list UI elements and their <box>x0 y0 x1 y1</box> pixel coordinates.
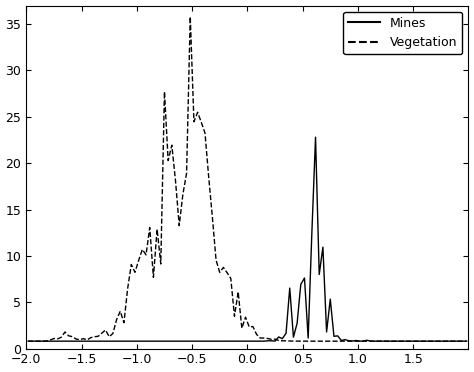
Vegetation <box>331 339 337 343</box>
Vegetation <box>419 339 425 343</box>
Mines <box>313 135 319 140</box>
Mines <box>25 339 31 343</box>
Vegetation <box>118 309 123 314</box>
Vegetation <box>456 339 462 343</box>
Mines <box>268 339 274 343</box>
Vegetation <box>375 339 381 343</box>
Mines <box>331 334 337 339</box>
Vegetation <box>187 15 193 19</box>
Vegetation <box>25 339 31 343</box>
Vegetation <box>143 253 149 257</box>
Vegetation <box>464 339 469 343</box>
Line: Mines: Mines <box>28 137 466 341</box>
Line: Vegetation: Vegetation <box>28 17 466 341</box>
Mines <box>118 339 123 343</box>
Vegetation <box>272 337 278 341</box>
Mines <box>143 339 149 343</box>
Mines <box>453 339 458 343</box>
Mines <box>464 339 469 343</box>
Mines <box>375 339 381 343</box>
Legend: Mines, Vegetation: Mines, Vegetation <box>344 12 462 54</box>
